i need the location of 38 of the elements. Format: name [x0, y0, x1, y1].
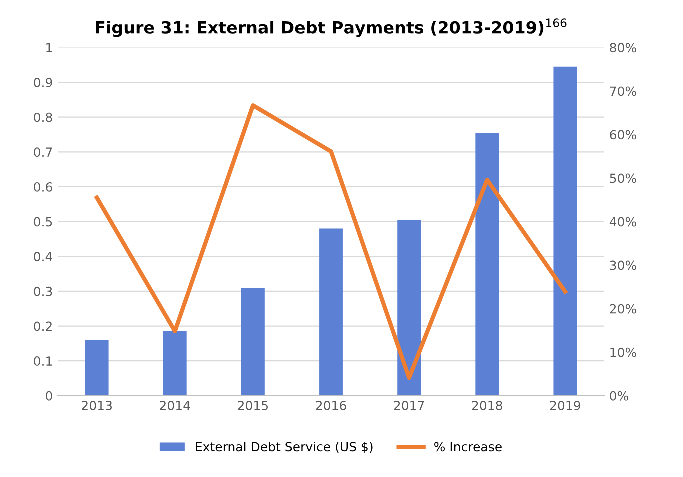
y-tick-label: 1	[46, 43, 52, 52]
y-tick-label: 0.5	[34, 217, 52, 227]
bar	[320, 228, 343, 396]
bar	[241, 288, 265, 396]
y-tick-label: 0.8	[34, 112, 52, 122]
y2-tick-label: 40%	[610, 217, 636, 227]
bar	[554, 66, 578, 396]
chart-title: Figure 31: External Debt Payments (2013-2019)$^{166}$	[96, 18, 567, 38]
y-tick-label: 0.9	[34, 78, 52, 88]
y2-tick-label: 50%	[610, 174, 636, 184]
y-tick-label: 0.3	[34, 286, 52, 296]
y-tick-label: 0.7	[34, 148, 52, 158]
y2-tick-label: 30%	[610, 260, 636, 270]
y2-tick-label: 10%	[610, 348, 636, 358]
y2-tick-label: 80%	[610, 43, 636, 53]
x-tick-label: 2015	[238, 400, 268, 410]
y-tick-label: 0.1	[34, 356, 52, 366]
y2-tick-label: 20%	[610, 304, 636, 314]
y-tick-label: 0.4	[34, 252, 52, 262]
bar	[398, 220, 422, 396]
y2-tick-label: 70%	[610, 86, 636, 96]
bar	[85, 340, 109, 396]
x-tick-label: 2016	[316, 400, 346, 410]
x-tick-label: 2013	[82, 400, 112, 410]
bar	[476, 133, 500, 396]
y-tick-label: 0	[46, 391, 52, 401]
x-tick-label: 2014	[160, 400, 190, 410]
line-series	[95, 104, 568, 380]
bar	[163, 331, 187, 396]
y2-tick-label: 60%	[610, 130, 636, 140]
legend-label: % Increase	[434, 442, 502, 452]
x-tick-label: 2019	[550, 400, 580, 410]
x-tick-label: 2017	[394, 400, 424, 410]
y2-tick-label: 0%	[610, 391, 628, 401]
y-tick-label: 0.6	[34, 182, 52, 192]
x-tick-label: 2018	[472, 400, 502, 410]
y-tick-label: 0.2	[34, 322, 52, 332]
legend-label: External Debt Service (US $)	[196, 442, 373, 454]
